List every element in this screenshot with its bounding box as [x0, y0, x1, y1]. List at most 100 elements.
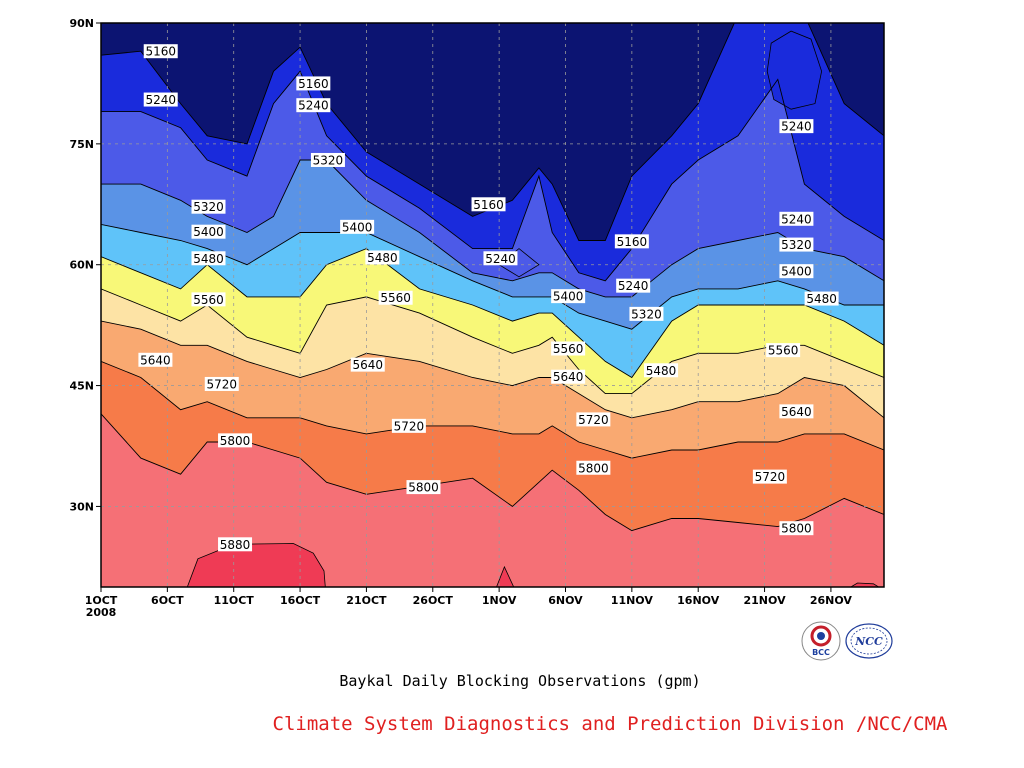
contour-label: 5720 [394, 419, 425, 433]
contour-label: 5160 [617, 235, 648, 249]
contour-label-box [576, 460, 611, 475]
contour-label: 5480 [193, 252, 224, 266]
filled-contour-bands [101, 23, 884, 587]
contour-lines [101, 23, 884, 532]
y-tick-label: 60N [69, 259, 94, 272]
contour-label: 5240 [145, 93, 176, 107]
x-tick-label: 26OCT [413, 594, 454, 607]
chart-title: Baykal Daily Blocking Observations (gpm) [339, 672, 701, 690]
contour-label: 5880 [220, 538, 251, 552]
contour-label: 5720 [755, 470, 786, 484]
x-tick-label: 16OCT [280, 594, 321, 607]
5880-patch-mid-oct [186, 543, 326, 587]
contour-label-box [143, 92, 178, 107]
svg-text:NCC: NCC [854, 635, 883, 648]
contour-label-box [218, 433, 253, 448]
contour-label: 5640 [352, 358, 383, 372]
contour-label-box [191, 251, 226, 266]
x-tick-label: 11NOV [611, 594, 654, 607]
contour-label: 5480 [367, 251, 398, 265]
contour-label: 5240 [781, 120, 812, 134]
svg-text:BCC: BCC [812, 648, 830, 657]
y-tick-label: 75N [69, 138, 94, 151]
y-tick-label: 45N [69, 380, 94, 393]
contour-label-box [551, 369, 586, 384]
contour-line-5400 [101, 223, 884, 330]
contour-label-box [191, 224, 226, 239]
x-tick-label: 6NOV [548, 594, 583, 607]
contour-label-box [191, 199, 226, 214]
x-tick-label: 1NOV [482, 594, 517, 607]
contour-label-box [204, 376, 239, 391]
contour-label-box [629, 306, 664, 321]
contour-label-box [218, 537, 253, 552]
contour-label-box [779, 521, 814, 536]
contour-label-box [779, 404, 814, 419]
x-tick-label: 2008 [86, 606, 117, 619]
contour-label-box [310, 152, 345, 167]
grid-lines [101, 22, 884, 587]
contour-label: 5160 [298, 77, 329, 91]
contour-label: 5320 [781, 238, 812, 252]
contour-label-box [779, 237, 814, 252]
contour-label-box [752, 469, 787, 484]
contour-label: 5800 [220, 434, 251, 448]
contour-line-5240 [101, 70, 884, 282]
contour-label-box [614, 234, 649, 249]
contour-label-box [644, 363, 679, 378]
contour-label: 5320 [631, 307, 662, 321]
contour-label-box [576, 412, 611, 427]
contour-label: 5320 [313, 153, 344, 167]
bcc-logo: BCC [801, 621, 841, 661]
contour-label-box [551, 289, 586, 304]
contour-label-box [365, 250, 400, 265]
x-tick-label: 26NOV [810, 594, 853, 607]
credit-line: Climate System Diagnostics and Predictio… [272, 713, 948, 735]
contour-label: 5480 [646, 364, 677, 378]
contour-label-box [471, 197, 506, 212]
contour-label-box [779, 119, 814, 134]
contour-label: 5560 [553, 342, 584, 356]
contour-label: 5240 [781, 212, 812, 226]
contour-line-5320 [101, 159, 884, 298]
contour-label-box [191, 292, 226, 307]
contour-line-5480 [101, 248, 884, 379]
contour-label-box [143, 44, 178, 59]
contour-labels: 5160 5240 5160 5240 5320 5320 5400 5480 5560 5640… [138, 44, 839, 552]
x-tick-label: 21NOV [744, 594, 787, 607]
ncc-logo: NCC [845, 623, 893, 659]
y-tick-label: 30N [69, 500, 94, 513]
contour-label: 5720 [578, 413, 609, 427]
contour-label: 5400 [553, 290, 584, 304]
contour-label-box [340, 219, 375, 234]
contour-label: 5640 [140, 353, 171, 367]
contour-label: 5800 [781, 522, 812, 536]
contour-label: 5480 [806, 292, 837, 306]
contour-label: 5320 [193, 200, 224, 214]
contour-line-5560 [101, 288, 884, 395]
contour-label-box [779, 211, 814, 226]
contour-label: 5400 [193, 225, 224, 239]
contour-label: 5800 [578, 461, 609, 475]
contour-line-5720 [101, 360, 884, 459]
x-tick-label: 1OCT [85, 594, 118, 607]
contour-label-box [350, 357, 385, 372]
contour-label-box [766, 343, 801, 358]
contour-label: 5160 [473, 198, 504, 212]
x-tick-label: 6OCT [151, 594, 184, 607]
x-tick-label: 21OCT [346, 594, 387, 607]
plot-frame [100, 22, 885, 588]
contour-label: 5640 [781, 405, 812, 419]
contour-label: 5640 [553, 370, 584, 384]
contour-label-box [296, 98, 331, 113]
contour-label-box [804, 291, 839, 306]
contour-line-5640 [101, 320, 884, 419]
contour-label: 5800 [408, 481, 439, 495]
contour-label-box [391, 418, 426, 433]
contour-label-box [378, 290, 413, 305]
y-tick-label: 90N [69, 17, 94, 30]
contour-label: 5240 [298, 99, 329, 113]
contour-label-box [483, 251, 518, 266]
